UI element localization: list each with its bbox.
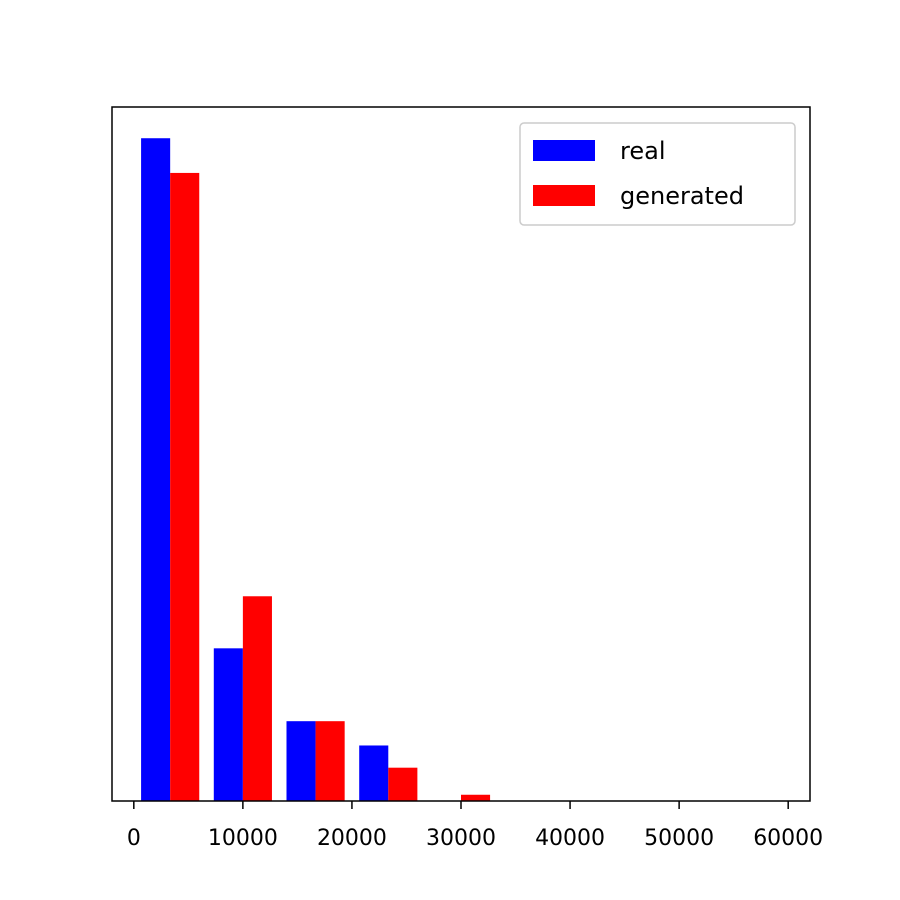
bar-generated-bin-2	[315, 721, 345, 801]
x-tick-label: 40000	[535, 826, 605, 851]
legend: real generated	[519, 122, 796, 226]
x-tick-label: 50000	[644, 826, 714, 851]
legend-swatch-real	[533, 140, 595, 161]
x-tick-label: 10000	[208, 826, 278, 851]
x-tick-label: 30000	[426, 826, 496, 851]
bar-generated-bin-0	[170, 172, 200, 801]
bar-real-bin-2	[286, 721, 316, 801]
legend-swatch-generated	[533, 185, 595, 206]
bar-real-bin-3	[359, 745, 389, 801]
bar-real-bin-1	[213, 648, 243, 801]
bar-generated-bin-1	[242, 596, 272, 801]
legend-label-real: real	[620, 137, 665, 165]
x-tick-label: 20000	[317, 826, 387, 851]
x-tick-label: 60000	[753, 826, 823, 851]
bar-generated-bin-3	[388, 767, 418, 801]
x-tick-label: 0	[127, 826, 141, 851]
bar-real-bin-0	[141, 138, 171, 802]
x-axis-ticks: 0 10000 20000 30000 40000 50000 60000	[127, 801, 823, 851]
legend-label-generated: generated	[620, 182, 744, 210]
bar-generated-bin-4	[461, 794, 491, 801]
bars-group	[141, 138, 491, 802]
